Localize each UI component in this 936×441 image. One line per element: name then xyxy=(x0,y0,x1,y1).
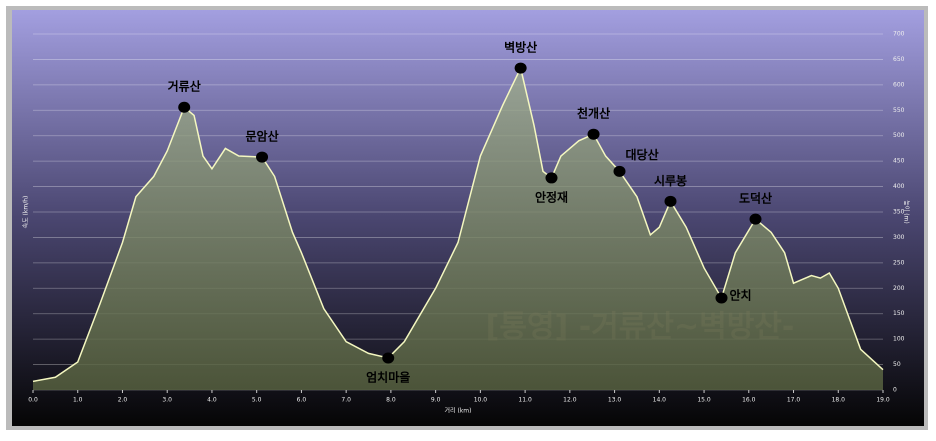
peak-label: 시루봉 xyxy=(654,174,687,188)
x-tick-label: 4.0 xyxy=(207,397,217,404)
x-tick-label: 14.0 xyxy=(653,397,667,404)
x-tick-label: 12.0 xyxy=(563,397,577,404)
y-axis-title-left: 속도 (km/h) xyxy=(22,196,30,229)
x-tick-label: 8.0 xyxy=(386,397,396,404)
y-tick-label: 400 xyxy=(893,183,905,190)
x-tick-label: 5.0 xyxy=(252,397,262,404)
y-axis-title: 높이 (m) xyxy=(903,200,911,223)
peak-marker xyxy=(664,195,677,207)
y-tick-label: 450 xyxy=(893,158,905,165)
peak-label: 안정재 xyxy=(535,189,568,204)
x-tick-label: 17.0 xyxy=(787,397,801,404)
peak-label: 엄치마을 xyxy=(366,369,410,384)
x-tick-label: 2.0 xyxy=(118,397,128,404)
x-tick-label: 10.0 xyxy=(474,397,488,404)
peak-label: 도덕산 xyxy=(739,191,772,206)
peak-marker xyxy=(749,213,762,225)
x-tick-label: 1.0 xyxy=(73,397,83,404)
peak-marker xyxy=(545,172,558,184)
y-tick-label: 500 xyxy=(893,132,905,139)
x-tick-label: 15.0 xyxy=(697,397,711,404)
y-tick-label: 650 xyxy=(893,56,905,63)
peak-marker xyxy=(382,352,395,364)
x-tick-label: 6.0 xyxy=(297,397,307,404)
peak-marker xyxy=(178,101,191,113)
y-tick-label: 100 xyxy=(893,336,905,343)
x-tick-label: 18.0 xyxy=(832,397,846,404)
peak-label: 안치 xyxy=(730,287,752,302)
peak-label: 대당산 xyxy=(626,147,659,162)
y-tick-label: 0 xyxy=(893,387,897,394)
peak-label: 벽방산 xyxy=(504,40,537,55)
x-tick-label: 9.0 xyxy=(431,397,441,404)
peak-label: 거류산 xyxy=(168,79,201,94)
y-tick-label: 50 xyxy=(893,361,901,368)
y-tick-label: 600 xyxy=(893,81,905,88)
y-tick-label: 700 xyxy=(893,31,905,38)
peak-marker xyxy=(514,62,527,74)
area xyxy=(33,68,883,391)
x-axis-title: 거리 (km) xyxy=(445,407,472,415)
y-tick-label: 250 xyxy=(893,259,905,266)
y-tick-label: 300 xyxy=(893,234,905,241)
peak-label: 문암산 xyxy=(245,129,278,144)
y-tick-label: 350 xyxy=(893,209,905,216)
x-tick-label: 16.0 xyxy=(742,397,756,404)
peak-marker xyxy=(613,165,626,177)
x-tick-label: 0.0 xyxy=(28,397,38,404)
x-tick-label: 3.0 xyxy=(162,397,172,404)
y-tick-label: 550 xyxy=(893,107,905,114)
x-tick-label: 11.0 xyxy=(518,397,532,404)
peak-marker xyxy=(715,292,728,304)
y-tick-label: 200 xyxy=(893,285,905,292)
peak-marker xyxy=(256,151,269,163)
peak-label: 천개산 xyxy=(577,106,610,121)
peak-marker xyxy=(587,128,600,140)
y-tick-label: 150 xyxy=(893,310,905,317)
x-tick-label: 19.0 xyxy=(876,397,890,404)
x-tick-label: 7.0 xyxy=(341,397,351,404)
x-tick-label: 13.0 xyxy=(608,397,622,404)
